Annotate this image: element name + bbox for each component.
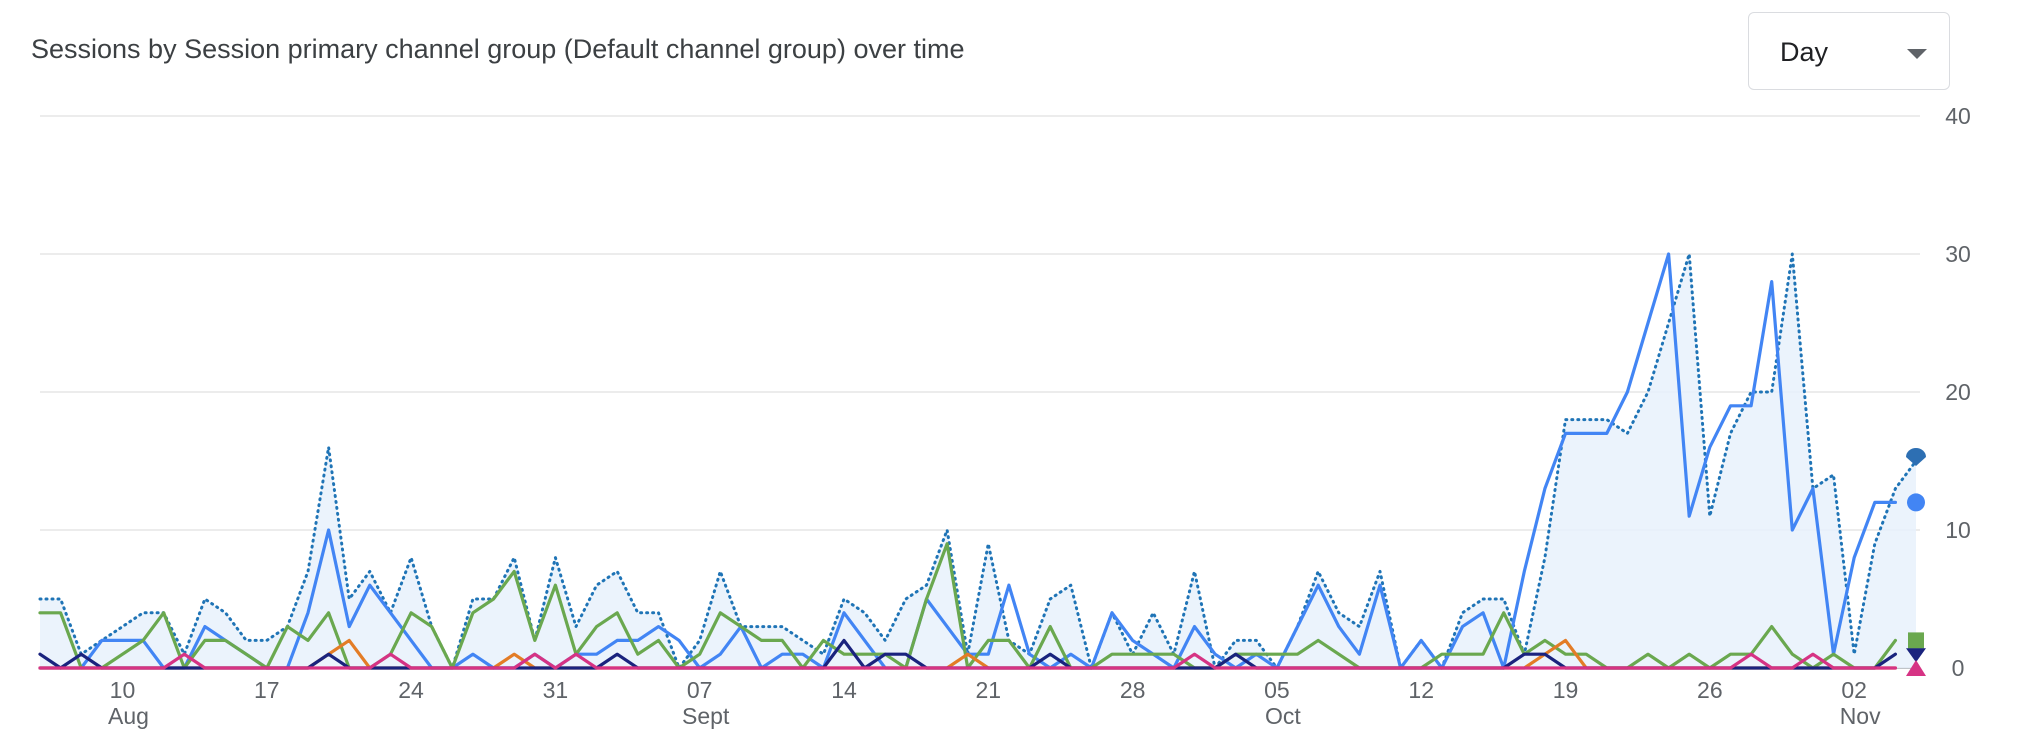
x-tick-month-label: Nov <box>1840 703 1881 729</box>
series-0-line <box>38 252 1918 670</box>
series-4-end-marker <box>1906 648 1926 663</box>
x-tick-label: 07 <box>687 677 713 703</box>
chevron-down-icon <box>1907 49 1927 59</box>
series-1-end-marker <box>1907 493 1925 512</box>
chart-title: Sessions by Session primary channel grou… <box>31 34 965 64</box>
x-tick-label: 10 <box>110 677 136 703</box>
x-tick-month-label: Sept <box>682 703 730 729</box>
series-0-end-marker <box>1906 448 1926 466</box>
x-tick-label: 19 <box>1553 677 1579 703</box>
chart-series <box>38 252 1918 670</box>
x-tick-label: 31 <box>543 677 569 703</box>
y-tick-label: 10 <box>1945 517 1971 543</box>
series-end-markers <box>1906 448 1926 676</box>
x-tick-month-label: Oct <box>1265 703 1301 729</box>
x-tick-label: 05 <box>1264 677 1290 703</box>
chart-areas <box>40 254 1916 668</box>
granularity-dropdown[interactable]: Day <box>1748 12 1950 90</box>
x-tick-label: 02 <box>1841 677 1867 703</box>
x-tick-month-label: Aug <box>108 703 149 729</box>
x-tick-label: 17 <box>254 677 280 703</box>
series-2-end-marker <box>1908 632 1924 649</box>
x-tick-label: 12 <box>1408 677 1434 703</box>
y-tick-label: 0 <box>1952 655 1965 681</box>
y-axis: 0 10 20 30 40 <box>1945 103 1971 681</box>
y-tick-label: 30 <box>1945 241 1971 267</box>
x-tick-label: 24 <box>398 677 424 703</box>
y-tick-label: 20 <box>1945 379 1971 405</box>
x-tick-label: 28 <box>1120 677 1146 703</box>
series-0-area <box>40 254 1916 668</box>
x-tick-label: 21 <box>976 677 1002 703</box>
x-tick-label: 14 <box>831 677 857 703</box>
x-tick-label: 26 <box>1697 677 1723 703</box>
y-tick-label: 40 <box>1945 103 1971 129</box>
granularity-selected-value: Day <box>1780 37 1829 67</box>
series-5-end-marker <box>1906 660 1926 676</box>
